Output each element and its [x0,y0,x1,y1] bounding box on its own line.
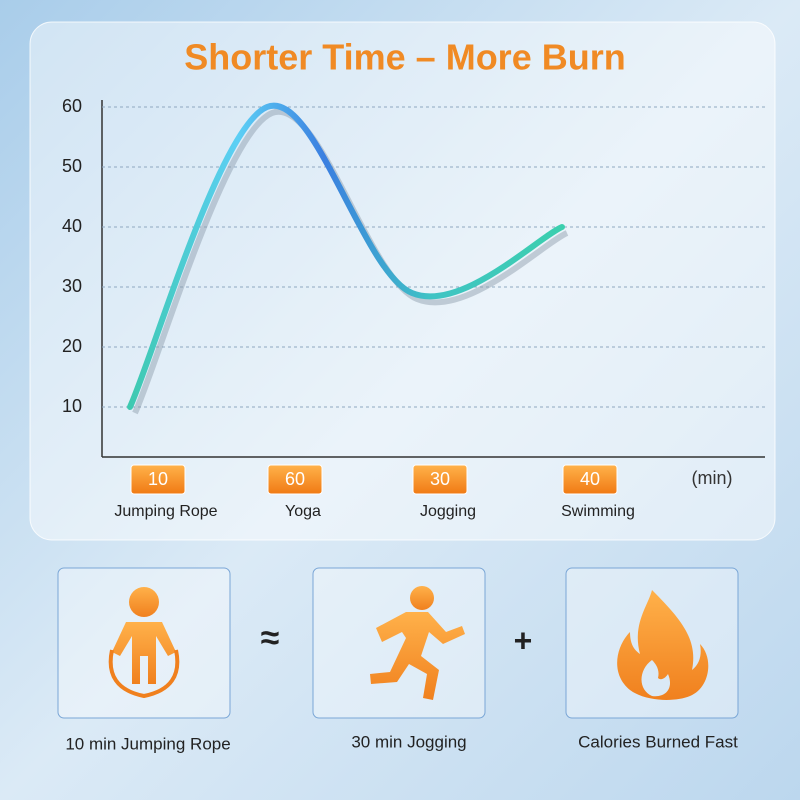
x-tick-label: Swimming [561,503,635,520]
minute-label: 10 [148,469,168,489]
card-frame [312,567,486,719]
y-tick-label: 30 [62,276,82,296]
minute-box [267,464,323,495]
y-tick-label: 40 [62,216,82,236]
card [57,567,231,719]
runner-icon [370,586,465,700]
approx-symbol: ≈ [261,619,280,657]
y-tick-label: 20 [62,336,82,356]
minute-box [562,464,618,495]
minute-box [130,464,186,495]
minute-box [412,464,468,495]
y-tick-label: 50 [62,156,82,176]
card [565,567,739,719]
y-tick-label: 10 [62,396,82,416]
card [312,567,486,719]
y-tick-label: 60 [62,96,82,116]
flame-icon [617,590,709,700]
chart-panel [29,21,776,541]
card-caption: Calories Burned Fast [578,732,738,751]
x-unit: (min) [692,468,733,488]
card-caption: 10 min Jumping Rope [65,734,230,753]
line [127,102,565,410]
jump-rope-icon [108,587,180,699]
x-tick-label: Jumping Rope [114,503,217,520]
minute-label: 30 [430,469,450,489]
card-caption: 30 min Jogging [351,732,466,751]
x-tick-label: Yoga [285,503,321,520]
chart-title: Shorter Time – More Burn [184,37,625,78]
minute-label: 60 [285,469,305,489]
plus-symbol: + [514,622,533,658]
x-tick-label: Jogging [420,503,476,520]
minute-label: 40 [580,469,600,489]
